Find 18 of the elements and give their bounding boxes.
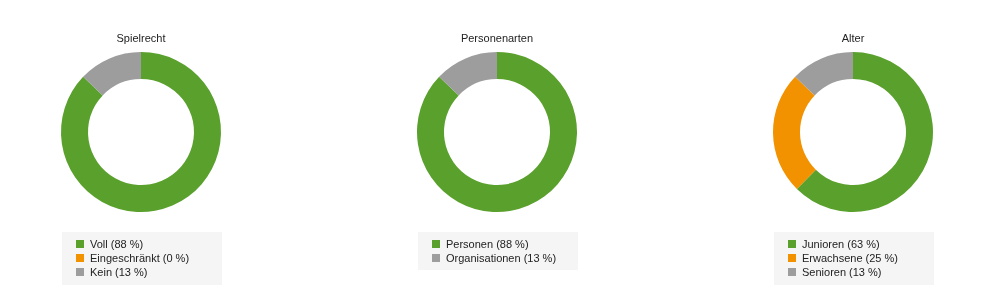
legend-label: Personen (88 %) [446,238,529,250]
donut-slice [795,52,853,96]
legend-label: Organisationen (13 %) [446,252,557,264]
legend-label: Junioren (63 %) [802,238,880,250]
chart-title: Alter [841,32,865,44]
legend-label: Eingeschränkt (0 %) [90,252,190,264]
donut-slice [796,52,933,212]
legend-label: Erwachsene (25 %) [802,252,898,264]
donut-slice [773,76,816,190]
donut-slice [61,52,221,212]
donut-slice [417,52,577,212]
donut-slice [83,52,141,96]
chart-title: Personenarten [460,32,534,44]
legend-label: Voll (88 %) [90,238,144,250]
donut-slice [439,52,497,96]
chart-title: Spielrecht [116,32,166,44]
legend-label: Kein (13 %) [90,266,148,278]
legend-label: Senioren (13 %) [802,266,882,278]
